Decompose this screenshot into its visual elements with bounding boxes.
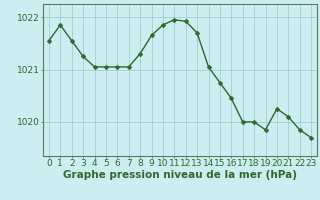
- X-axis label: Graphe pression niveau de la mer (hPa): Graphe pression niveau de la mer (hPa): [63, 170, 297, 180]
